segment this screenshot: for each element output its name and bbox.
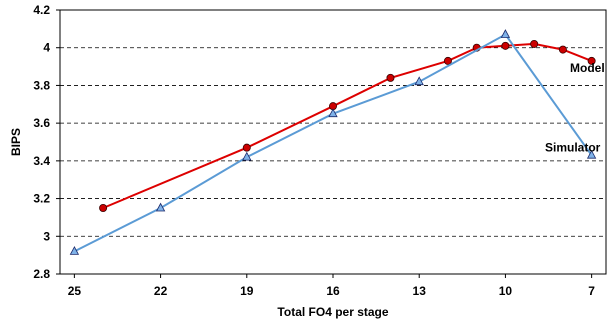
y-tick-label: 2.8 [33,267,50,281]
data-point-model [443,56,452,65]
x-axis-ticks: 25 22 19 16 13 10 7 [68,274,595,298]
data-point-model [587,56,596,65]
y-tick-label: 3.4 [33,154,50,168]
series-label-simulator: Simulator [545,140,601,154]
series-label-model: Model [570,61,605,75]
data-point-simulator [500,29,511,38]
data-point-simulator [328,108,338,118]
data-point-simulator [414,76,424,86]
data-point-model [386,73,395,82]
x-tick-label: 13 [413,284,427,298]
data-point-simulator [242,151,252,161]
y-axis-title: BIPS [9,128,23,156]
y-tick-label: 3.8 [33,78,50,92]
series-line-model [102,42,592,209]
x-axis-title: Total FO4 per stage [277,305,388,319]
y-axis-ticks: 2.8 3 3.2 3.4 3.6 3.8 4 4.2 [33,3,60,281]
x-tick-label: 19 [240,284,254,298]
gridlines [60,47,606,237]
y-tick-label: 3.2 [33,192,50,206]
x-tick-label: 16 [326,284,340,298]
data-point-simulator [69,246,80,255]
data-point-simulator [586,149,597,159]
y-tick-label: 3.6 [33,116,50,130]
data-point-simulator [155,202,166,212]
data-point-model [99,203,108,212]
x-tick-label: 22 [154,284,168,298]
x-tick-label: 10 [499,284,513,298]
x-tick-label: 7 [588,284,595,298]
series-layer [69,29,597,255]
x-tick-label: 25 [68,284,82,298]
data-point-model [501,41,510,50]
data-point-model [242,143,251,152]
y-tick-label: 3 [43,229,50,243]
data-point-model [530,39,539,48]
y-tick-label: 4.2 [33,3,50,17]
y-tick-label: 4 [43,41,50,55]
data-point-model [558,45,567,54]
